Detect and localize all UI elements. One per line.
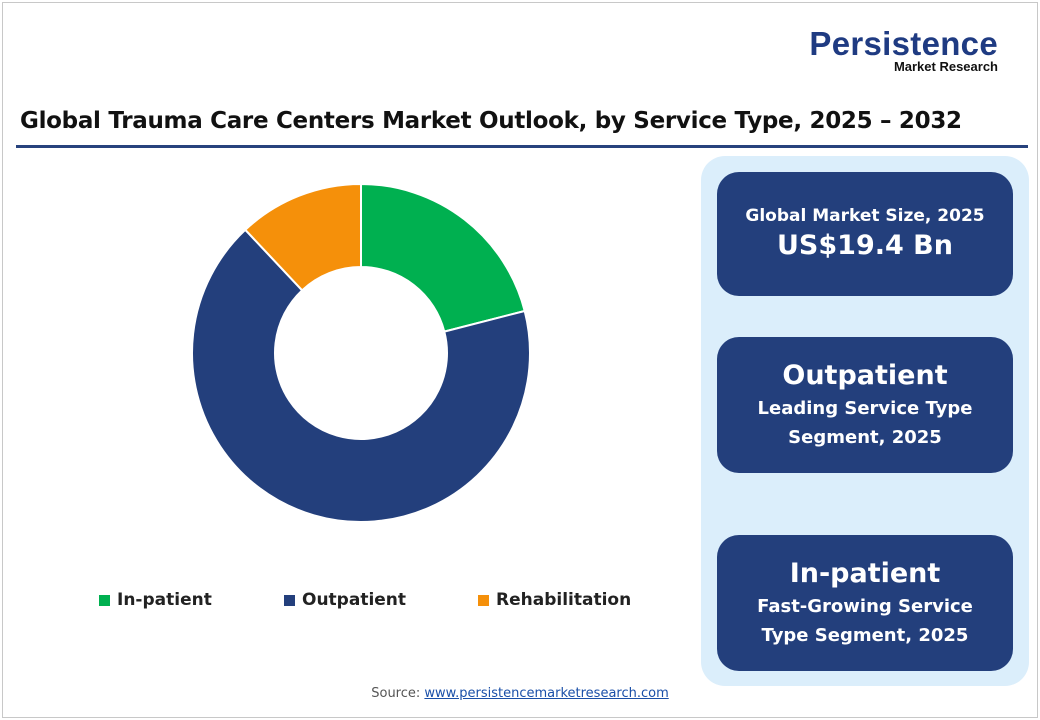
donut-slice-inpatient bbox=[360, 182, 526, 333]
legend-label: In-patient bbox=[117, 590, 212, 610]
legend-swatch bbox=[284, 594, 295, 606]
title-divider bbox=[16, 145, 1028, 148]
legend-item-outpatient: Outpatient bbox=[284, 590, 406, 610]
logo-name: Persistence bbox=[809, 25, 998, 62]
source: Source: www.persistencemarketresearch.co… bbox=[0, 686, 1040, 701]
fastest-segment-card: In-patient Fast-Growing Service Type Seg… bbox=[717, 535, 1013, 671]
legend-swatch bbox=[99, 594, 110, 606]
card-value: US$19.4 Bn bbox=[777, 230, 953, 261]
card-label: Segment, 2025 bbox=[788, 427, 942, 448]
donut-slice-outpatient bbox=[191, 228, 531, 523]
card-label: Leading Service Type bbox=[757, 398, 973, 419]
legend-label: Rehabilitation bbox=[496, 590, 632, 610]
card-label: Fast-Growing Service bbox=[757, 596, 973, 617]
logo: Persistence Market Research bbox=[809, 25, 998, 74]
legend-label: Outpatient bbox=[302, 590, 407, 610]
legend-swatch bbox=[478, 594, 489, 606]
donut-slice-rehabilitation bbox=[243, 182, 362, 292]
market-size-card: Global Market Size, 2025 US$19.4 Bn bbox=[717, 172, 1013, 296]
legend-item-rehabilitation: Rehabilitation bbox=[478, 590, 631, 610]
source-link[interactable]: www.persistencemarketresearch.com bbox=[424, 686, 669, 701]
donut-chart bbox=[191, 182, 531, 523]
legend-item-inpatient: In-patient bbox=[99, 590, 212, 610]
card-label: Global Market Size, 2025 bbox=[745, 206, 985, 226]
card-value: In-patient bbox=[789, 558, 941, 589]
card-label: Type Segment, 2025 bbox=[761, 625, 969, 646]
source-label: Source: bbox=[371, 686, 421, 701]
leading-segment-card: Outpatient Leading Service Type Segment,… bbox=[717, 337, 1013, 473]
card-value: Outpatient bbox=[782, 360, 948, 391]
logo-sub: Market Research bbox=[893, 59, 998, 74]
chart-title: Global Trauma Care Centers Market Outloo… bbox=[20, 108, 962, 134]
